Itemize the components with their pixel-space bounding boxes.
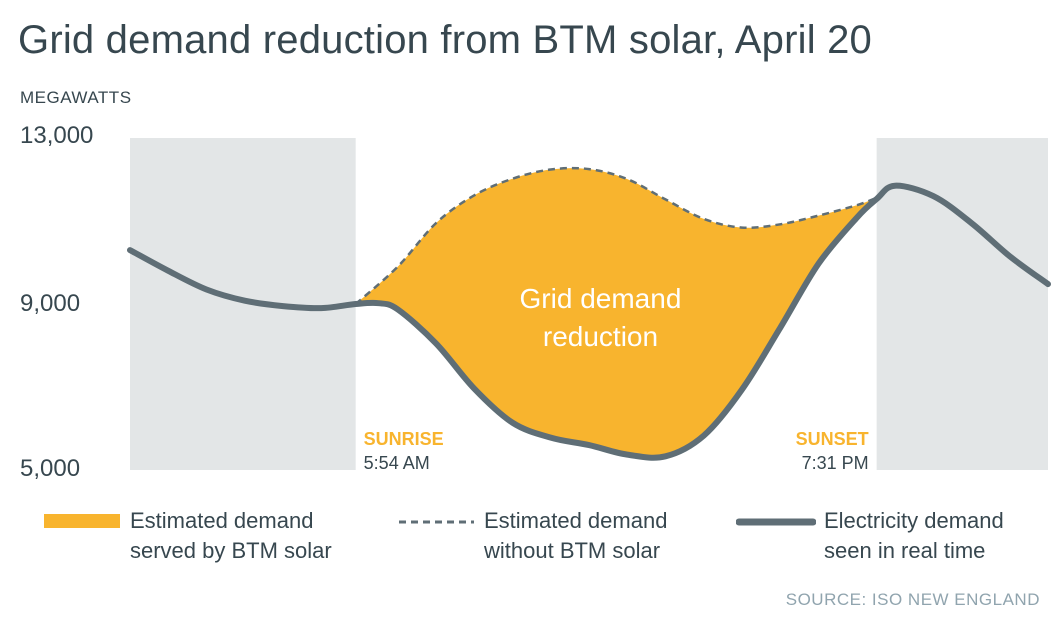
legend-item-dashed: Estimated demand without BTM solar: [484, 506, 667, 566]
series-line-real-time: [127, 182, 1051, 461]
legend-label-line: served by BTM solar: [130, 538, 332, 563]
btm-solar-area: [355, 168, 877, 458]
night-band: [130, 138, 356, 470]
y-tick-label: 9,000: [20, 290, 81, 317]
legend-swatch-solid: [736, 518, 816, 526]
legend-label-line: Estimated demand: [130, 508, 314, 533]
sunrise-time: 5:54 AM: [364, 453, 430, 473]
legend-item-solid: Electricity demand seen in real time: [824, 506, 1004, 566]
legend-item-area: Estimated demand served by BTM solar: [130, 506, 332, 566]
legend-label-line: without BTM solar: [484, 538, 661, 563]
y-tick-label: 13,000: [20, 122, 94, 149]
night-band: [876, 138, 1048, 470]
legend-label-line: seen in real time: [824, 538, 986, 563]
y-axis-label: MEGAWATTS: [20, 88, 132, 107]
legend-label-line: Electricity demand: [824, 508, 1004, 533]
area-label-line-2: reduction: [543, 321, 658, 352]
source-note: SOURCE: ISO NEW ENGLAND: [785, 590, 1040, 609]
sunset-label: SUNSET: [796, 429, 869, 449]
legend-swatch-dashed: [399, 520, 474, 524]
area-label-line-1: Grid demand: [520, 283, 682, 314]
sunrise-label: SUNRISE: [364, 429, 444, 449]
night-shading: [130, 138, 1048, 470]
chart-title: Grid demand reduction from BTM solar, Ap…: [18, 18, 873, 62]
legend-label-line: Estimated demand: [484, 508, 668, 533]
legend-swatch-area: [44, 514, 120, 528]
sunset-time: 7:31 PM: [802, 453, 869, 473]
y-tick-label: 5,000: [20, 455, 81, 482]
